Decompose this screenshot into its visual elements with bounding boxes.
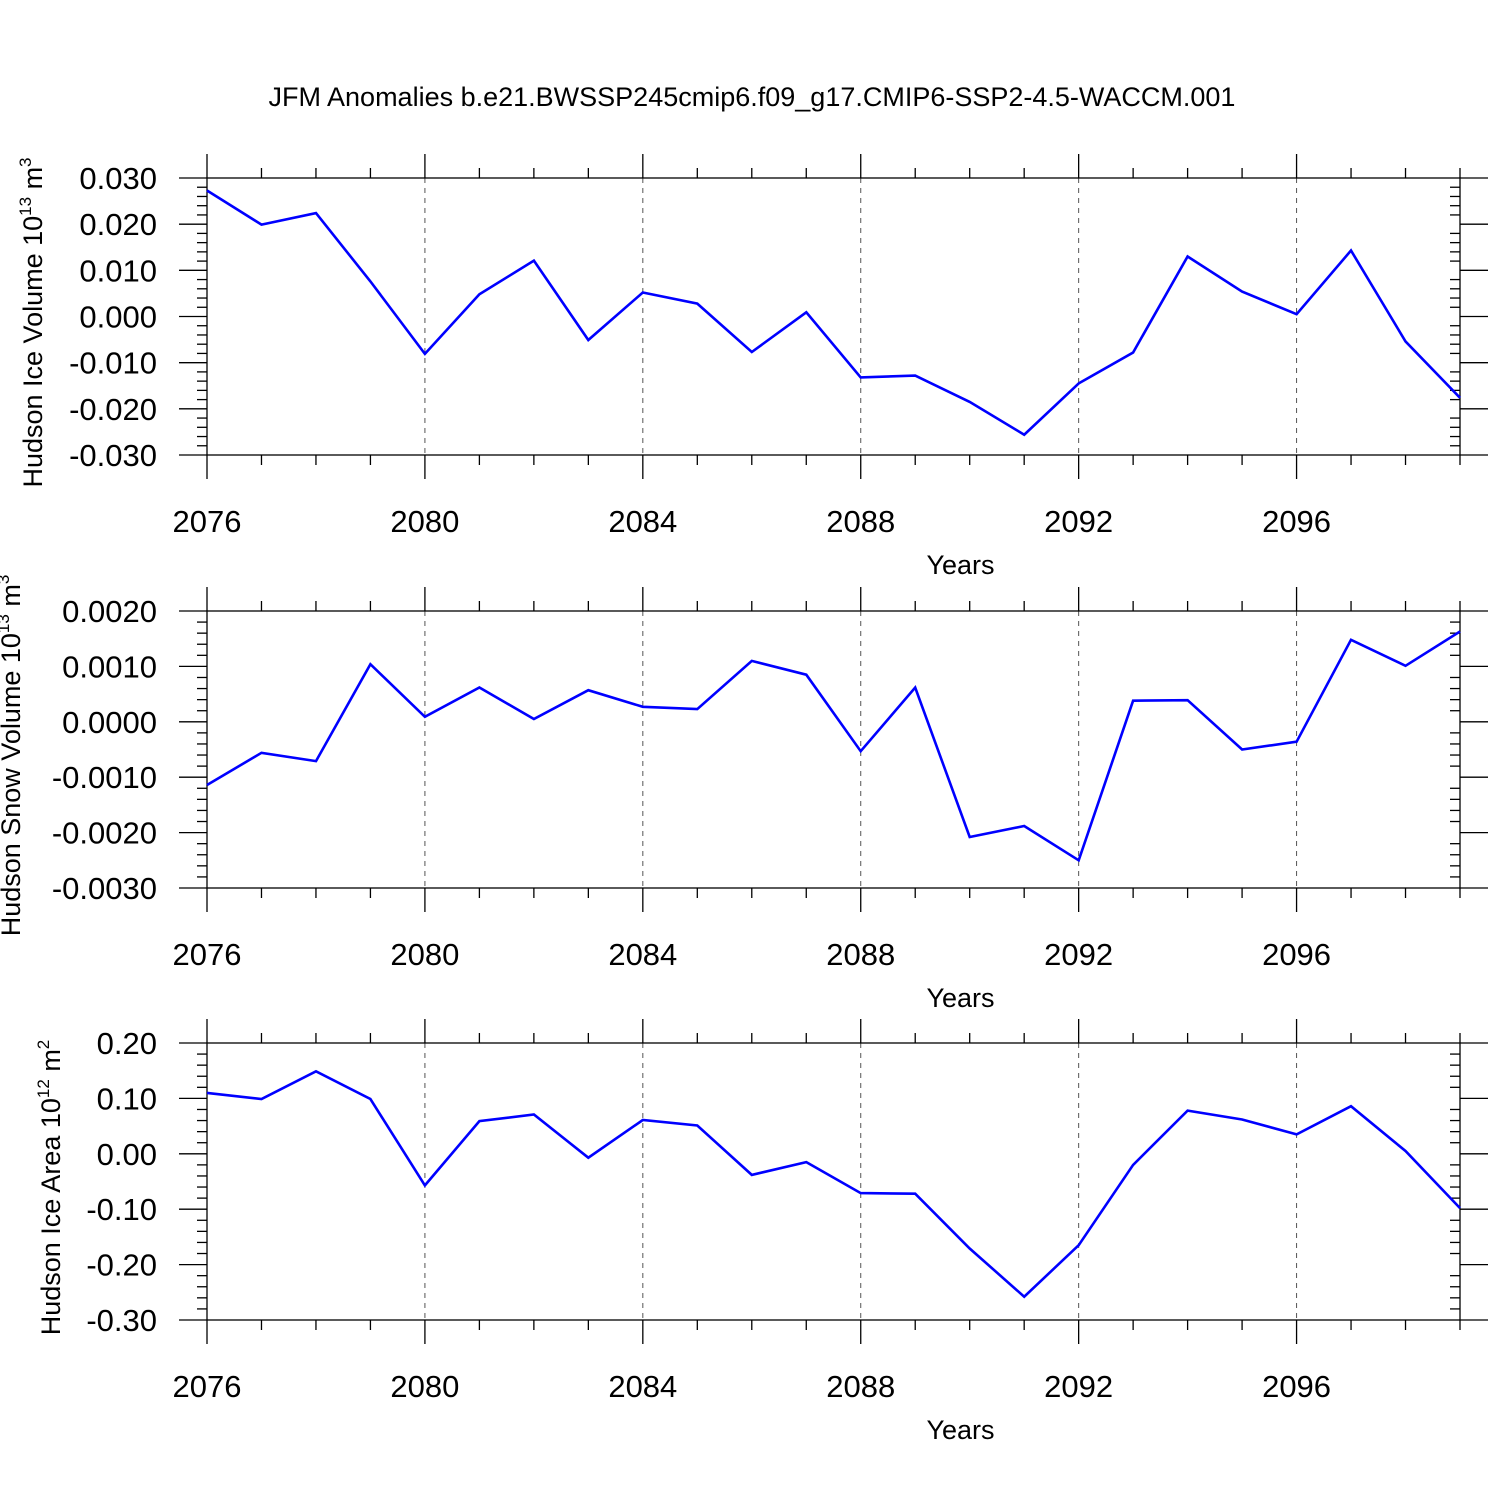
panel-ice-volume: 2076 2080 2084 2088 2092 2096 -0.030 -0.020 -0.0… [16,154,1488,580]
ice-volume-y-tick-label: -0.030 [69,438,157,473]
ice-area-y-axis-label: Hudson Ice Area 1012 m2 [34,1040,66,1336]
ice-area-y-tick-label: -0.10 [86,1192,157,1227]
ice-volume-y-tick-label: 0.020 [79,207,157,242]
ice-area-y-tick-label: -0.20 [86,1248,157,1283]
snow-volume-y-tick-label: 0.0000 [62,705,157,740]
snow-volume-y-tick-label: 0.0010 [62,649,157,684]
ice-volume-x-axis-label: Years [926,550,994,580]
ice-volume-x-tick-label: 2096 [1262,504,1331,539]
ice-volume-plot-frame [206,177,1461,456]
snow-volume-x-tick-label: 2080 [390,937,459,972]
ice-area-x-tick-label: 2096 [1262,1369,1331,1404]
ice-area-x-tick-label: 2092 [1044,1369,1113,1404]
ice-area-x-tick-label: 2088 [826,1369,895,1404]
ice-volume-y-tick-label: 0.000 [79,300,157,335]
ice-volume-series-line [206,189,1461,437]
snow-volume-y-tick-label: -0.0020 [52,816,157,851]
snow-volume-y-tick-label: 0.0020 [62,594,157,629]
ice-volume-x-tick-label: 2076 [173,504,242,539]
snow-volume-x-tick-label: 2076 [173,937,242,972]
snow-volume-x-tick-label: 2096 [1262,937,1331,972]
ice-volume-x-tick-label: 2084 [608,504,677,539]
ice-volume-x-tick-label: 2088 [826,504,895,539]
ice-volume-y-tick-label: -0.020 [69,392,157,427]
snow-volume-x-tick-label: 2084 [608,937,677,972]
ice-area-y-tick-label: 0.10 [97,1081,157,1116]
panel-ice-area: 2076 2080 2084 2088 2092 2096 -0.30 -0.20 -0.10 0… [34,1019,1488,1445]
snow-volume-x-axis-label: Years [926,983,994,1013]
figure-title: JFM Anomalies b.e21.BWSSP245cmip6.f09_g1… [269,82,1236,112]
ice-area-y-tick-label: -0.30 [86,1303,157,1338]
panel-snow-volume: 2076 2080 2084 2088 2092 2096 -0.0030 -0.0020 -0… [0,575,1488,1013]
ice-area-x-tick-label: 2080 [390,1369,459,1404]
ice-volume-x-tick-label: 2080 [390,504,459,539]
snow-volume-series-line [206,630,1461,863]
ice-area-x-axis-label: Years [926,1415,994,1445]
ice-area-plot-frame [206,1042,1461,1321]
ice-volume-y-tick-label: 0.010 [79,253,157,288]
ice-area-x-tick-label: 2084 [608,1369,677,1404]
ice-area-y-tick-label: 0.00 [97,1137,157,1172]
ice-area-y-tick-label: 0.20 [97,1026,157,1061]
snow-volume-y-tick-label: -0.0030 [52,871,157,906]
snow-volume-x-tick-label: 2088 [826,937,895,972]
snow-volume-x-tick-label: 2092 [1044,937,1113,972]
ice-volume-x-tick-label: 2092 [1044,504,1113,539]
snow-volume-y-tick-label: -0.0010 [52,760,157,795]
ice-area-x-tick-label: 2076 [173,1369,242,1404]
snow-volume-y-axis-label: Hudson Snow Volume 1013 m3 [0,575,26,937]
ice-volume-y-tick-label: 0.030 [79,161,157,196]
ice-volume-y-tick-label: -0.010 [69,346,157,381]
ice-area-series-line [206,1069,1461,1299]
snow-volume-plot-frame [206,610,1461,889]
ice-volume-y-axis-label: Hudson Ice Volume 1013 m3 [16,157,48,487]
